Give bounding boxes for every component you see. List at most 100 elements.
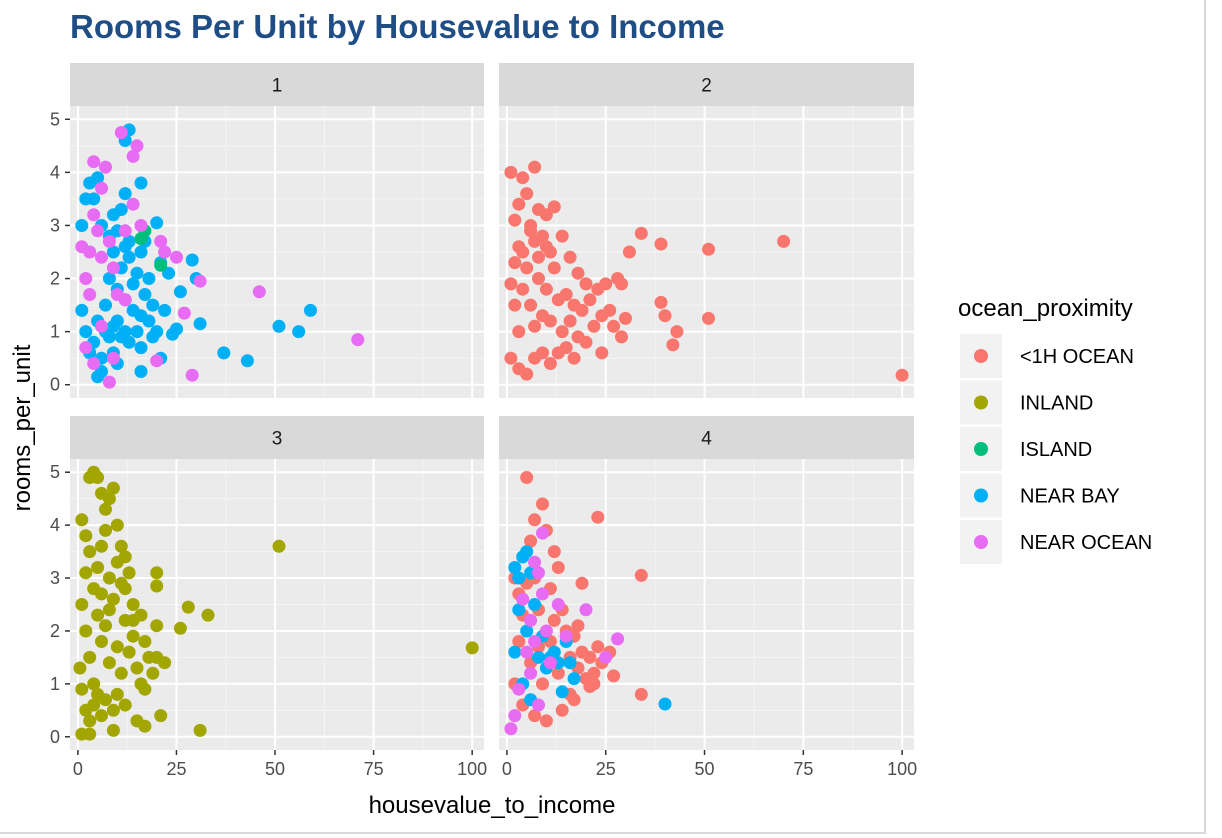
data-point [87, 155, 101, 169]
legend-item: NEAR OCEAN [960, 520, 1152, 564]
data-point [528, 635, 542, 648]
data-point [555, 229, 569, 243]
data-point [126, 149, 140, 163]
data-point [567, 351, 581, 365]
data-point [87, 698, 101, 712]
data-point [114, 203, 128, 216]
facet-strip-label: 4 [701, 429, 712, 450]
data-point [559, 288, 573, 301]
data-point [83, 714, 97, 728]
data-point [547, 613, 561, 627]
data-point [102, 492, 116, 506]
data-point [102, 656, 116, 670]
data-point [563, 250, 577, 264]
data-point [583, 650, 597, 664]
data-point [512, 635, 526, 648]
data-point [185, 368, 199, 382]
data-point [559, 341, 573, 355]
data-point [193, 317, 207, 331]
data-point [173, 285, 187, 299]
data-point [654, 237, 668, 251]
data-point [516, 592, 530, 606]
facet-panel-2: 2 [499, 63, 914, 398]
data-point [528, 319, 542, 333]
data-point [146, 330, 160, 344]
data-point [134, 245, 148, 259]
data-point [895, 368, 909, 382]
data-point [532, 566, 545, 580]
data-point [122, 335, 136, 349]
data-point [95, 250, 108, 264]
data-point [508, 298, 522, 312]
data-point [559, 629, 573, 643]
data-point [102, 571, 116, 585]
data-point [512, 571, 526, 585]
legend-item: INLAND [960, 380, 1093, 425]
data-point [575, 303, 589, 317]
data-point [607, 669, 621, 683]
facet-strip [70, 63, 484, 106]
data-point [504, 351, 518, 365]
data-point [252, 285, 266, 299]
y-tick-label: 1 [50, 674, 60, 694]
data-point [504, 277, 518, 291]
data-point [528, 234, 542, 248]
data-point [130, 325, 144, 339]
y-tick-label: 2 [50, 269, 60, 289]
data-point [150, 619, 164, 633]
data-point [102, 234, 116, 248]
data-point [154, 234, 168, 248]
data-points [75, 123, 365, 389]
data-point [79, 566, 93, 580]
data-point [122, 234, 136, 248]
data-point [79, 529, 93, 543]
data-point [118, 325, 132, 339]
x-tick-label: 25 [166, 759, 186, 779]
data-point [83, 545, 97, 559]
data-point [126, 197, 140, 211]
data-points [504, 160, 909, 382]
data-point [79, 325, 93, 339]
y-tick-label: 4 [50, 162, 60, 182]
data-point [543, 357, 557, 370]
data-point [87, 208, 101, 222]
facet-strip-label: 2 [701, 76, 712, 97]
legend-title: ocean_proximity [958, 295, 1133, 322]
data-point [465, 641, 479, 655]
data-point [516, 245, 530, 259]
data-point [508, 709, 522, 723]
data-point [512, 197, 526, 211]
data-point [99, 693, 112, 707]
data-point [83, 727, 97, 741]
data-point [702, 311, 715, 325]
data-point [571, 619, 585, 633]
data-point [583, 293, 597, 307]
data-point [158, 656, 172, 670]
data-point [591, 640, 605, 654]
data-point [201, 608, 215, 622]
data-point [603, 303, 617, 317]
chart-title: Rooms Per Unit by Housevalue to Income [70, 8, 725, 45]
legend-swatch [974, 535, 988, 549]
data-point [619, 311, 632, 325]
data-point [91, 171, 105, 185]
data-point [99, 619, 112, 633]
data-point [547, 545, 561, 559]
y-tick-label: 3 [50, 568, 60, 588]
x-tick-label: 50 [695, 759, 715, 779]
data-point [138, 682, 152, 696]
data-point [95, 319, 108, 333]
data-point [134, 341, 148, 355]
data-point [134, 176, 148, 190]
data-point [579, 603, 593, 617]
data-point [512, 325, 526, 339]
data-point [83, 245, 97, 259]
data-point [532, 650, 545, 664]
data-point [87, 677, 101, 691]
data-point [102, 603, 116, 617]
window-right-border [1204, 0, 1206, 832]
data-point [118, 293, 132, 307]
y-tick-label: 4 [50, 515, 60, 535]
data-point [555, 703, 569, 717]
